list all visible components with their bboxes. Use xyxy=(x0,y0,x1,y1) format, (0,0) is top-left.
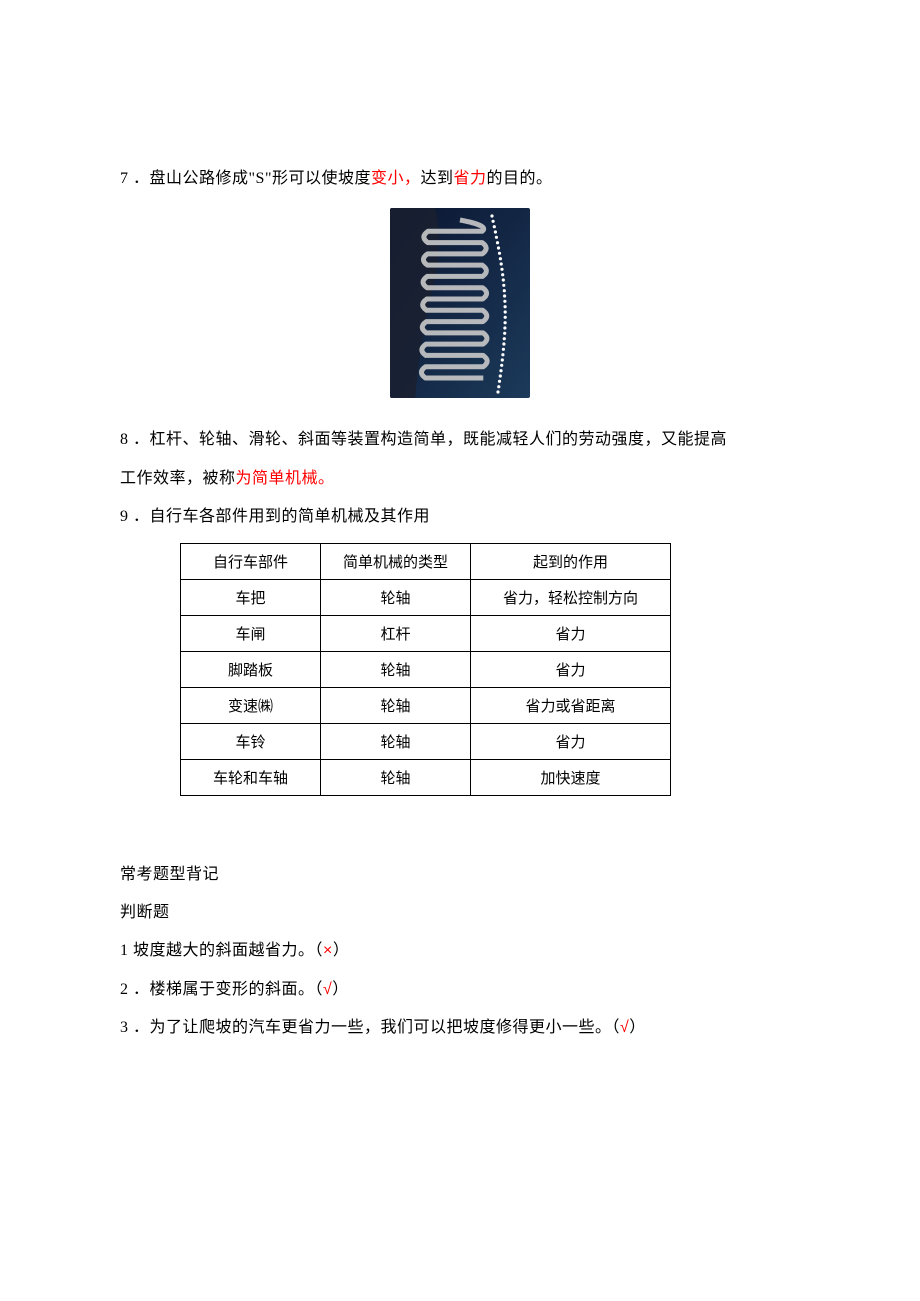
q8-num: 8 xyxy=(120,431,129,448)
check-mark-icon: √ xyxy=(323,981,332,998)
q7-s: S xyxy=(256,170,265,187)
table-cell: 轮轴 xyxy=(321,759,471,795)
item-close: ） xyxy=(629,1019,646,1036)
exam-section-title: 常考题型背记 xyxy=(120,856,800,894)
question-9: 9 ．自行车各部件用到的简单机械及其作用 xyxy=(120,498,800,536)
table-cell: 变速㈱ xyxy=(181,687,321,723)
table-row: 车铃轮轴省力 xyxy=(181,723,671,759)
table-cell: 省力 xyxy=(471,615,671,651)
question-7: 7 ．盘山公路修成"S"形可以使坡度变小，达到省力的目的。 xyxy=(120,160,800,198)
q9-text: ．自行车各部件用到的简单机械及其作用 xyxy=(133,508,430,525)
question-8-line2: 工作效率，被称为简单机械。 xyxy=(120,460,800,498)
table-row: 车把轮轴省力，轻松控制方向 xyxy=(181,579,671,615)
table-cell: 省力 xyxy=(471,723,671,759)
table-cell: 车把 xyxy=(181,579,321,615)
item-text: ．为了让爬坡的汽车更省力一些，我们可以把坡度修得更小一些。（ xyxy=(129,1019,621,1036)
question-8-line1: 8 ．杠杆、轮轴、滑轮、斜面等装置构造简单，既能减轻人们的劳动强度，又能提高 xyxy=(120,421,800,459)
table-header-row: 自行车部件 简单机械的类型 起到的作用 xyxy=(181,543,671,579)
q7-red1: 变小， xyxy=(371,170,421,187)
item-text: ．楼梯属于变形的斜面。（ xyxy=(129,981,324,998)
table-cell: 轮轴 xyxy=(321,723,471,759)
table-row: 脚踏板轮轴省力 xyxy=(181,651,671,687)
table-cell: 车铃 xyxy=(181,723,321,759)
q8-line2a: 工作效率，被称 xyxy=(120,470,236,487)
q8-red: 为简单机械。 xyxy=(236,470,335,487)
table-header-cell: 自行车部件 xyxy=(181,543,321,579)
q9-num: 9 xyxy=(120,508,129,525)
item-number: 1 xyxy=(120,942,129,959)
judgement-item: 1 坡度越大的斜面越省力。（×） xyxy=(120,932,800,970)
table-header-cell: 起到的作用 xyxy=(471,543,671,579)
table-row: 变速㈱轮轴省力或省距离 xyxy=(181,687,671,723)
cross-mark-icon: × xyxy=(323,942,333,959)
table-row: 车轮和车轴轮轴加快速度 xyxy=(181,759,671,795)
exam-subtitle: 判断题 xyxy=(120,894,800,932)
table-cell: 省力，轻松控制方向 xyxy=(471,579,671,615)
judgement-item: 2 ．楼梯属于变形的斜面。（√） xyxy=(120,971,800,1009)
q8-line1: ．杠杆、轮轴、滑轮、斜面等装置构造简单，既能减轻人们的劳动强度，又能提高 xyxy=(133,431,727,448)
item-number: 2 xyxy=(120,981,129,998)
table-row: 车闸杠杆省力 xyxy=(181,615,671,651)
table-cell: 脚踏板 xyxy=(181,651,321,687)
document-page: 7 ．盘山公路修成"S"形可以使坡度变小，达到省力的目的。 8 ．杠杆、轮轴、滑… xyxy=(0,0,920,1301)
q7-num: 7 xyxy=(120,170,129,187)
table-cell: 加快速度 xyxy=(471,759,671,795)
table-cell: 杠杆 xyxy=(321,615,471,651)
table-cell: 车轮和车轴 xyxy=(181,759,321,795)
table-header-cell: 简单机械的类型 xyxy=(321,543,471,579)
mountain-road-svg xyxy=(390,208,530,398)
item-close: ） xyxy=(332,981,349,998)
bicycle-parts-table: 自行车部件 简单机械的类型 起到的作用 车把轮轴省力，轻松控制方向车闸杠杆省力脚… xyxy=(180,543,671,796)
item-number: 3 xyxy=(120,1019,129,1036)
q7-after: 达到 xyxy=(421,170,454,187)
table-cell: 省力 xyxy=(471,651,671,687)
table-cell: 轮轴 xyxy=(321,687,471,723)
q7-red2: 省力 xyxy=(454,170,487,187)
table-cell: 轮轴 xyxy=(321,579,471,615)
check-mark-icon: √ xyxy=(620,1019,629,1036)
judgement-item: 3 ．为了让爬坡的汽车更省力一些，我们可以把坡度修得更小一些。（√） xyxy=(120,1009,800,1047)
item-close: ） xyxy=(333,942,350,959)
q7-tail: 的目的。 xyxy=(487,170,553,187)
q7-prefix: ．盘山公路修成" xyxy=(133,170,256,187)
table-cell: 轮轴 xyxy=(321,651,471,687)
table-cell: 车闸 xyxy=(181,615,321,651)
mountain-road-image xyxy=(390,208,530,398)
table-cell: 省力或省距离 xyxy=(471,687,671,723)
q7-mid: "形可以使坡度 xyxy=(265,170,371,187)
mountain-road-figure xyxy=(120,208,800,403)
item-text: 坡度越大的斜面越省力。（ xyxy=(129,942,324,959)
